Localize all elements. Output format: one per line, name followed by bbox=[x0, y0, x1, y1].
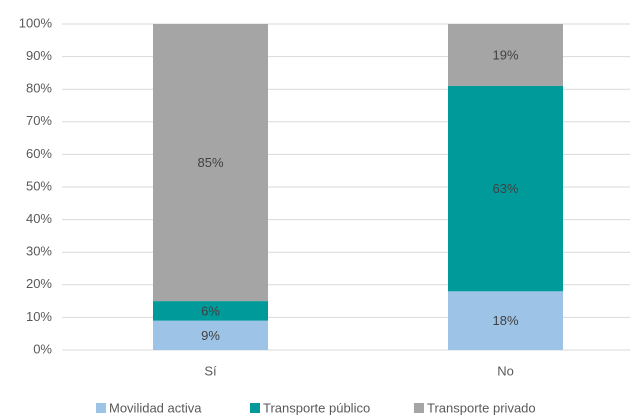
y-tick-label: 40% bbox=[26, 211, 52, 226]
legend-swatch bbox=[96, 403, 106, 413]
value-label: 6% bbox=[201, 303, 220, 318]
legend-swatch bbox=[414, 403, 424, 413]
y-tick-label: 90% bbox=[26, 48, 52, 63]
value-label: 9% bbox=[201, 328, 220, 343]
value-label: 18% bbox=[492, 313, 518, 328]
bar-segment bbox=[448, 291, 563, 350]
y-tick-label: 10% bbox=[26, 309, 52, 324]
x-tick-label: No bbox=[497, 363, 514, 378]
y-tick-label: 80% bbox=[26, 81, 52, 96]
bar-segment bbox=[153, 301, 268, 321]
y-tick-label: 50% bbox=[26, 178, 52, 193]
value-label: 19% bbox=[492, 47, 518, 62]
bar-segment bbox=[153, 24, 268, 302]
y-tick-label: 0% bbox=[33, 341, 52, 356]
x-tick-label: Sí bbox=[204, 363, 217, 378]
bar-segment bbox=[448, 24, 563, 86]
legend-label: Movilidad activa bbox=[109, 400, 202, 415]
bar-segment bbox=[448, 85, 563, 292]
y-tick-label: 20% bbox=[26, 276, 52, 291]
value-label: 63% bbox=[492, 181, 518, 196]
y-tick-label: 30% bbox=[26, 244, 52, 259]
bar-segment bbox=[153, 320, 268, 350]
y-tick-label: 70% bbox=[26, 113, 52, 128]
legend-swatch bbox=[250, 403, 260, 413]
legend-label: Transporte privado bbox=[427, 400, 536, 415]
y-tick-label: 60% bbox=[26, 146, 52, 161]
legend-label: Transporte público bbox=[263, 400, 370, 415]
y-tick-label: 100% bbox=[19, 15, 53, 30]
value-label: 85% bbox=[197, 155, 223, 170]
